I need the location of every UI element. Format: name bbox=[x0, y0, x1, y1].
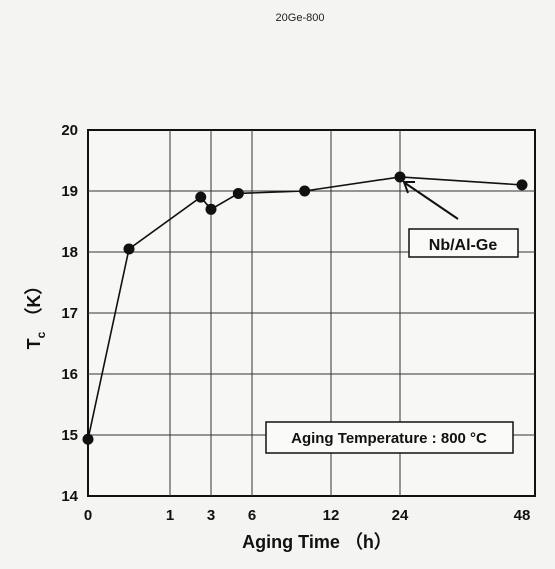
x-tick-label: 1 bbox=[166, 507, 174, 524]
data-point bbox=[123, 243, 135, 255]
x-tick-label: 3 bbox=[207, 507, 215, 524]
condition-annotation: Aging Temperature : 800 °C bbox=[265, 421, 514, 454]
series-label: Nb/Al-Ge bbox=[429, 237, 498, 254]
y-tick-label: 15 bbox=[61, 427, 78, 444]
x-tick-label: 48 bbox=[514, 507, 531, 524]
x-tick-label: 24 bbox=[392, 507, 409, 524]
data-point bbox=[394, 171, 406, 183]
y-tick-label: 19 bbox=[61, 183, 78, 200]
y-tick-label: 18 bbox=[61, 244, 78, 261]
y-axis-label: Tc （K） bbox=[24, 277, 48, 350]
data-point bbox=[82, 433, 94, 445]
y-tick-label: 16 bbox=[61, 366, 78, 383]
x-tick-label: 6 bbox=[248, 507, 256, 524]
series-label-box bbox=[408, 228, 519, 258]
y-axis-label-symbol: T bbox=[24, 338, 44, 349]
chart-title: 20Ge-800 bbox=[276, 12, 325, 24]
y-tick-label: 14 bbox=[61, 488, 78, 505]
data-point bbox=[232, 187, 244, 199]
data-point bbox=[205, 203, 217, 215]
x-axis-label: Aging Time （h） bbox=[242, 532, 392, 552]
annotation-arrow-head bbox=[402, 181, 415, 194]
x-tick-label: 12 bbox=[323, 507, 340, 524]
data-point bbox=[516, 179, 528, 191]
series-nb-al-ge bbox=[82, 171, 528, 445]
data-point bbox=[299, 185, 311, 197]
tick-labels: 14 15 16 17 18 19 20 0 1 3 6 12 24 48 bbox=[61, 122, 530, 524]
condition-label-box bbox=[265, 421, 514, 454]
x-tick-label: 0 bbox=[84, 507, 92, 524]
y-axis-label-unit: （K） bbox=[24, 277, 44, 326]
data-point bbox=[195, 191, 207, 203]
series-line bbox=[87, 176, 523, 440]
y-tick-label: 20 bbox=[61, 122, 78, 139]
condition-label: Aging Temperature : 800 °C bbox=[291, 430, 487, 447]
y-axis-label-subscript: c bbox=[34, 331, 48, 338]
annotation-arrow-line bbox=[404, 182, 459, 220]
y-tick-label: 17 bbox=[61, 305, 78, 322]
series-annotation: Nb/Al-Ge bbox=[402, 181, 519, 258]
svg-text:Tc（K）: Tc （K） bbox=[24, 277, 48, 350]
